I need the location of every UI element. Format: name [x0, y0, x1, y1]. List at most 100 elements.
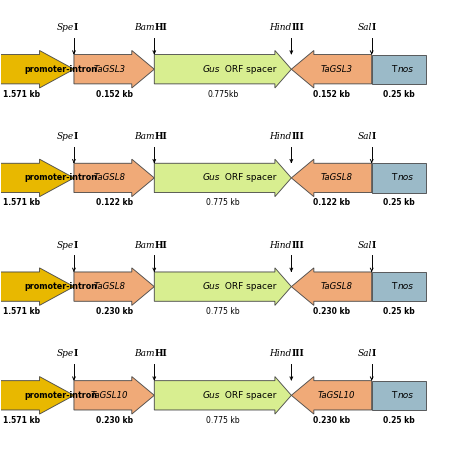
Text: TaGSL8: TaGSL8	[93, 282, 126, 291]
Polygon shape	[74, 50, 155, 88]
Text: nos: nos	[398, 391, 413, 400]
Text: HI: HI	[155, 132, 167, 141]
Text: 0.25 kb: 0.25 kb	[383, 416, 415, 425]
Polygon shape	[74, 159, 155, 197]
Text: I: I	[372, 23, 376, 32]
Text: nos: nos	[398, 282, 413, 291]
Text: 0.230 kb: 0.230 kb	[313, 307, 350, 316]
Text: I: I	[372, 349, 376, 358]
Text: 0.25 kb: 0.25 kb	[383, 198, 415, 207]
Text: Spe: Spe	[57, 349, 74, 358]
Polygon shape	[0, 268, 74, 305]
Bar	[372, 55, 426, 84]
Text: Spe: Spe	[57, 132, 74, 141]
Text: ORF spacer: ORF spacer	[222, 173, 276, 182]
Text: Spe: Spe	[57, 241, 74, 250]
Text: Gus: Gus	[203, 173, 220, 182]
Text: Gus: Gus	[203, 391, 220, 400]
Text: Sal: Sal	[357, 132, 372, 141]
Text: Bam: Bam	[134, 132, 155, 141]
Text: Hind: Hind	[269, 132, 292, 141]
Text: promoter-intron: promoter-intron	[24, 65, 97, 74]
Text: promoter-intron: promoter-intron	[24, 173, 97, 182]
Polygon shape	[0, 376, 74, 414]
Text: ORF spacer: ORF spacer	[222, 282, 276, 291]
Text: Sal: Sal	[357, 349, 372, 358]
Text: I: I	[372, 132, 376, 141]
Text: HI: HI	[155, 23, 167, 32]
Text: Hind: Hind	[269, 349, 292, 358]
Text: III: III	[292, 23, 304, 32]
Text: ORF spacer: ORF spacer	[222, 391, 276, 400]
Text: 0.152 kb: 0.152 kb	[313, 90, 350, 99]
Text: Hind: Hind	[269, 241, 292, 250]
Text: nos: nos	[398, 173, 413, 182]
Text: Sal: Sal	[357, 23, 372, 32]
Polygon shape	[292, 159, 372, 197]
Bar	[372, 272, 426, 301]
Text: 1.571 kb: 1.571 kb	[3, 416, 40, 425]
Text: T: T	[391, 65, 397, 74]
Polygon shape	[155, 376, 292, 414]
Text: 1.571 kb: 1.571 kb	[3, 90, 40, 99]
Text: III: III	[292, 241, 304, 250]
Text: I: I	[74, 132, 78, 141]
Text: TaGSL8: TaGSL8	[93, 173, 126, 182]
Text: 0.775 kb: 0.775 kb	[206, 198, 240, 207]
Text: 0.775kb: 0.775kb	[207, 90, 238, 99]
Text: 1.571 kb: 1.571 kb	[3, 198, 40, 207]
Text: promoter-intron: promoter-intron	[24, 391, 97, 400]
Text: I: I	[74, 23, 78, 32]
Text: Gus: Gus	[203, 65, 220, 74]
Polygon shape	[292, 50, 372, 88]
Text: Bam: Bam	[134, 241, 155, 250]
Text: 0.775 kb: 0.775 kb	[206, 307, 240, 316]
Polygon shape	[155, 50, 292, 88]
Text: 0.122 kb: 0.122 kb	[96, 198, 133, 207]
Text: Bam: Bam	[134, 23, 155, 32]
Text: T: T	[391, 173, 397, 182]
Text: T: T	[391, 391, 397, 400]
Text: 0.230 kb: 0.230 kb	[313, 416, 350, 425]
Text: I: I	[74, 241, 78, 250]
Text: 0.230 kb: 0.230 kb	[96, 307, 133, 316]
Text: 0.775 kb: 0.775 kb	[206, 416, 240, 425]
Text: III: III	[292, 132, 304, 141]
Text: ORF spacer: ORF spacer	[222, 65, 276, 74]
Bar	[372, 163, 426, 192]
Text: 0.122 kb: 0.122 kb	[313, 198, 350, 207]
Text: TaGSL10: TaGSL10	[91, 391, 128, 400]
Text: I: I	[372, 241, 376, 250]
Text: Gus: Gus	[203, 282, 220, 291]
Polygon shape	[74, 268, 155, 305]
Text: TaGSL3: TaGSL3	[93, 65, 126, 74]
Text: promoter-intron: promoter-intron	[24, 282, 97, 291]
Text: TaGSL10: TaGSL10	[318, 391, 355, 400]
Text: TaGSL3: TaGSL3	[320, 65, 352, 74]
Text: 1.571 kb: 1.571 kb	[3, 307, 40, 316]
Text: Bam: Bam	[134, 349, 155, 358]
Polygon shape	[155, 268, 292, 305]
Text: 0.152 kb: 0.152 kb	[96, 90, 133, 99]
Text: Hind: Hind	[269, 23, 292, 32]
Text: HI: HI	[155, 349, 167, 358]
Text: T: T	[391, 282, 397, 291]
Text: III: III	[292, 349, 304, 358]
Polygon shape	[74, 376, 155, 414]
Bar	[372, 381, 426, 410]
Text: TaGSL8: TaGSL8	[320, 173, 352, 182]
Text: HI: HI	[155, 241, 167, 250]
Text: 0.25 kb: 0.25 kb	[383, 307, 415, 316]
Polygon shape	[292, 376, 372, 414]
Polygon shape	[0, 159, 74, 197]
Text: I: I	[74, 349, 78, 358]
Polygon shape	[155, 159, 292, 197]
Text: 0.230 kb: 0.230 kb	[96, 416, 133, 425]
Text: TaGSL8: TaGSL8	[320, 282, 352, 291]
Text: 0.25 kb: 0.25 kb	[383, 90, 415, 99]
Text: Spe: Spe	[57, 23, 74, 32]
Text: nos: nos	[398, 65, 413, 74]
Text: Sal: Sal	[357, 241, 372, 250]
Polygon shape	[292, 268, 372, 305]
Polygon shape	[0, 50, 74, 88]
